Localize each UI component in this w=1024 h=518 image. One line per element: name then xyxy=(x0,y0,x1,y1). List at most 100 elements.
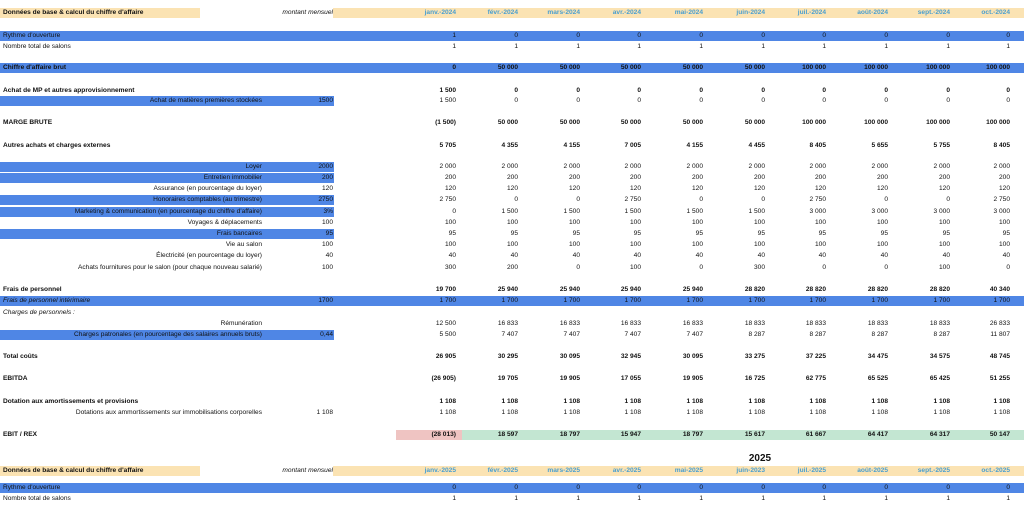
value-cell: 0 xyxy=(822,484,826,491)
value-cell: 0 xyxy=(822,32,826,39)
value-cell: 0 xyxy=(637,32,641,39)
value-cell: 50 000 xyxy=(559,119,580,126)
value-cell: 0 xyxy=(946,32,950,39)
row-label: Rémunération xyxy=(220,320,262,327)
value-cell: 40 xyxy=(633,252,641,259)
row-label: Frais de personnel xyxy=(3,286,62,293)
value-cell: 95 xyxy=(757,230,765,237)
value-cell: 7 407 xyxy=(624,331,641,338)
row-label: Marketing & communication (en pourcentag… xyxy=(74,208,262,215)
value-cell: 0 xyxy=(699,97,703,104)
value-cell: 1 xyxy=(452,495,456,502)
row-label: Nombre total de salons xyxy=(3,43,71,50)
value-cell: 4 355 xyxy=(501,142,518,149)
value-cell: 18 833 xyxy=(805,320,826,327)
value-cell: 0 xyxy=(822,87,826,94)
table-row: Dotation aux amortissements et provision… xyxy=(0,397,1024,407)
value-cell: 0 xyxy=(699,196,703,203)
value-cell: 40 xyxy=(880,252,888,259)
row-label: Rythme d'ouverture xyxy=(3,32,61,39)
top-header-row: Données de base & calcul du chiffre d'af… xyxy=(0,8,1024,18)
value-cell: 19 905 xyxy=(682,375,703,382)
value-cell: 1 500 xyxy=(748,208,765,215)
value-cell: 3 000 xyxy=(871,208,888,215)
value-cell: 100 000 xyxy=(986,119,1010,126)
top-month-header: juin-2024 xyxy=(736,9,765,16)
value-cell: 40 xyxy=(942,252,950,259)
value-cell: 19 705 xyxy=(497,375,518,382)
value-cell: (1 500) xyxy=(435,119,456,126)
value-cell: 25 940 xyxy=(559,286,580,293)
value-cell: 0 xyxy=(699,484,703,491)
value-cell: 200 xyxy=(444,174,456,181)
value-cell: 200 xyxy=(568,174,580,181)
value-cell: 40 340 xyxy=(989,286,1010,293)
value-cell: 40 xyxy=(1002,252,1010,259)
table-row: Électricité (en pourcentage du loyer) 40 4… xyxy=(0,251,1024,261)
value-cell: 100 xyxy=(938,264,950,271)
value-cell: 16 725 xyxy=(744,375,765,382)
top-month-header: oct.-2024 xyxy=(981,9,1010,16)
band-highlight xyxy=(0,31,1024,41)
value-cell: 1 700 xyxy=(624,297,641,304)
bottom-month-header: mars-2025 xyxy=(547,467,580,474)
table-row: Charges patronales (en pourcentage des s… xyxy=(0,330,1024,340)
bottom-title: Données de base & calcul du chiffre d'af… xyxy=(3,467,144,474)
value-cell: 120 xyxy=(568,185,580,192)
value-cell: 2 000 xyxy=(686,163,703,170)
row-label: Loyer xyxy=(245,163,263,170)
value-cell: 28 820 xyxy=(744,286,765,293)
row-label: EBITDA xyxy=(3,375,28,382)
value-cell: 65 425 xyxy=(929,375,950,382)
row-label: Autres achats et charges externes xyxy=(3,142,111,149)
value-cell: 50 000 xyxy=(559,64,580,71)
table-row: Charges de personnels : xyxy=(0,308,1024,318)
value-cell: 95 xyxy=(818,230,826,237)
table-row: Voyages & déplacements 100 100 100 100 100 100… xyxy=(0,218,1024,228)
value-cell: 95 xyxy=(633,230,641,237)
row-label: Frais bancaires xyxy=(216,230,262,237)
row-label: Électricité (en pourcentage du loyer) xyxy=(156,252,262,259)
value-cell: 40 xyxy=(572,252,580,259)
bottom-header-row: Données de base & calcul du chiffre d'af… xyxy=(0,466,1024,476)
value-cell: 1 xyxy=(637,43,641,50)
value-cell: 2 750 xyxy=(439,196,456,203)
value-cell: 19 700 xyxy=(435,286,456,293)
value-cell: 16 833 xyxy=(682,320,703,327)
value-cell: 95 xyxy=(942,230,950,237)
value-cell: 2 000 xyxy=(501,163,518,170)
value-cell: 0 xyxy=(761,196,765,203)
value-cell: 50 000 xyxy=(744,119,765,126)
bottom-subtitle: montant mensuel xyxy=(200,466,333,476)
value-cell: 100 000 xyxy=(802,64,826,71)
table-row: Achat de MP et autres approvisionnement 1… xyxy=(0,86,1024,96)
band-highlight xyxy=(0,483,1024,493)
value-cell: 100 xyxy=(568,219,580,226)
value-cell: 0 xyxy=(1006,32,1010,39)
value-cell: 0 xyxy=(761,484,765,491)
value-cell: 120 xyxy=(444,185,456,192)
value-cell: 120 xyxy=(629,185,641,192)
value-cell: 100 xyxy=(506,241,518,248)
input-value: 100 xyxy=(321,241,333,248)
value-cell: 30 295 xyxy=(497,353,518,360)
value-cell: 50 000 xyxy=(682,119,703,126)
value-cell: 1 108 xyxy=(563,398,580,405)
value-cell: 5 500 xyxy=(439,331,456,338)
table-row: Loyer 2000 2 000 2 000 2 000 2 000 2 000 2 000 2… xyxy=(0,162,1024,172)
value-cell: 120 xyxy=(691,185,703,192)
value-cell: 34 475 xyxy=(867,353,888,360)
value-cell: 0 xyxy=(452,64,456,71)
value-cell: 1 xyxy=(761,43,765,50)
value-cell: 1 700 xyxy=(501,297,518,304)
value-cell: 100 xyxy=(629,264,641,271)
value-cell: 100 xyxy=(629,241,641,248)
value-cell: 3 000 xyxy=(993,208,1010,215)
value-cell: 300 xyxy=(753,264,765,271)
row-label: Charges patronales (en pourcentage des s… xyxy=(73,331,262,338)
value-cell: 95 xyxy=(510,230,518,237)
value-cell: 200 xyxy=(814,174,826,181)
value-cell: 1 700 xyxy=(439,297,456,304)
value-cell: 3 000 xyxy=(933,208,950,215)
value-cell: 100 xyxy=(444,241,456,248)
